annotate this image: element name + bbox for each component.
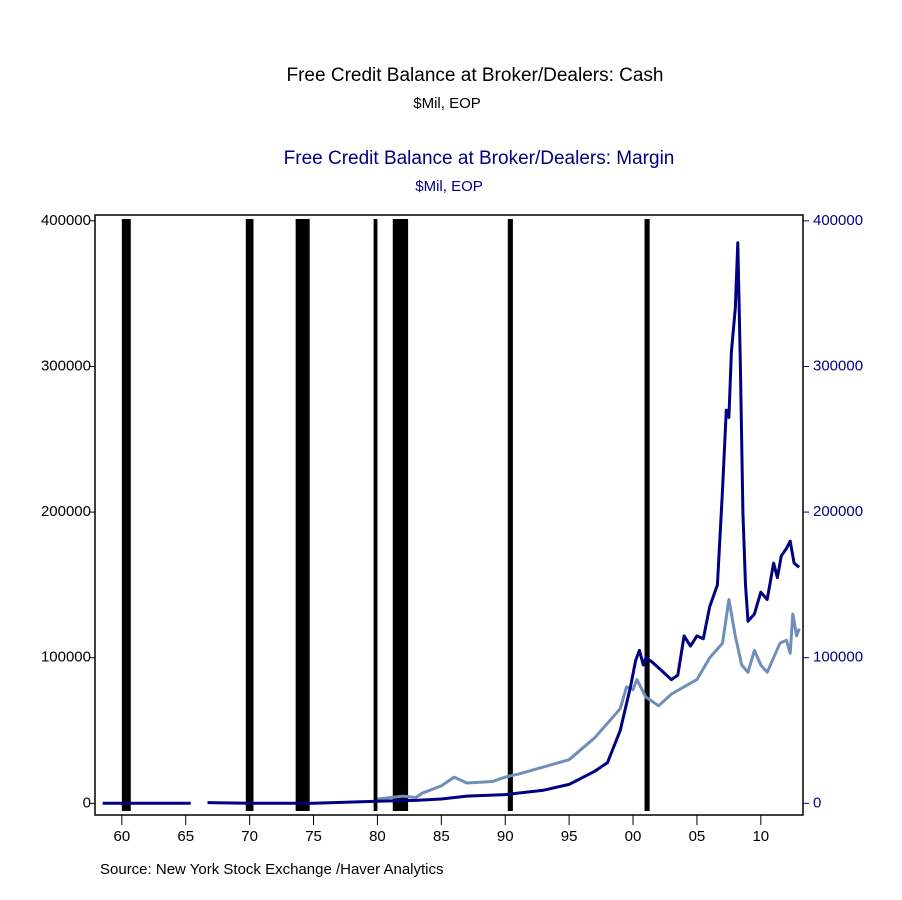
- recession-bar: [245, 219, 254, 811]
- x-tick-label: 60: [113, 828, 130, 845]
- chart-subtitle: $Mil, EOP: [413, 95, 481, 112]
- x-tick-label: 75: [305, 828, 322, 845]
- chart-title-2: Free Credit Balance at Broker/Dealers: M…: [284, 148, 675, 169]
- y2-tick-label: 100000: [813, 649, 863, 666]
- recession-bar: [392, 219, 409, 811]
- x-tick-label: 10: [752, 828, 769, 845]
- series-line: [377, 598, 801, 801]
- recession-bar: [121, 219, 131, 811]
- x-tick-label: 00: [625, 828, 642, 845]
- x-tick-label: 90: [497, 828, 514, 845]
- plot-frame: [94, 214, 804, 816]
- recession-bar: [507, 219, 513, 811]
- y-tick-label: 400000: [41, 212, 91, 229]
- chart-title: Free Credit Balance at Broker/Dealers: C…: [287, 65, 664, 86]
- y2-tick-label: 0: [813, 794, 821, 811]
- x-tick-label: 05: [689, 828, 706, 845]
- y-tick-label: 200000: [41, 503, 91, 520]
- x-tick-label: 80: [369, 828, 386, 845]
- y-tick-label: 0: [83, 794, 91, 811]
- series-line: [102, 241, 801, 805]
- y2-tick-label: 200000: [813, 503, 863, 520]
- x-tick-label: 65: [177, 828, 194, 845]
- chart-subtitle-2: $Mil, EOP: [415, 178, 483, 195]
- y2-tick-label: 400000: [813, 212, 863, 229]
- x-tick-label: 70: [241, 828, 258, 845]
- recession-bar: [644, 219, 650, 811]
- x-tick-label: 85: [433, 828, 450, 845]
- y-tick-label: 100000: [41, 649, 91, 666]
- source-note: Source: New York Stock Exchange /Haver A…: [100, 861, 444, 878]
- x-tick-label: 95: [561, 828, 578, 845]
- recession-bar: [295, 219, 310, 811]
- y2-tick-label: 300000: [813, 357, 863, 374]
- recession-bar: [373, 219, 378, 811]
- y-tick-label: 300000: [41, 357, 91, 374]
